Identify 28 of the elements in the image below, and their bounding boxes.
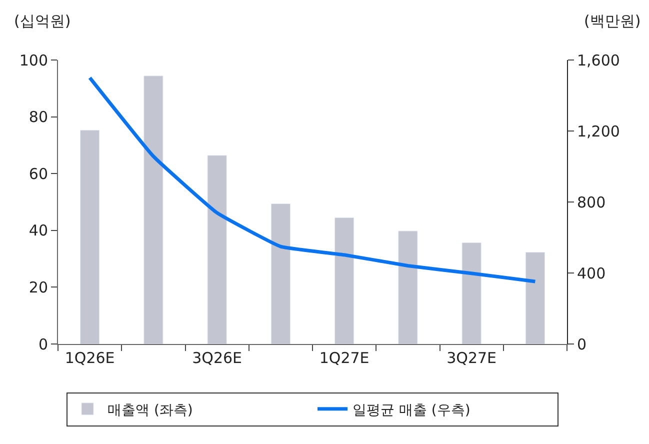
bar: [334, 217, 354, 344]
x-tick-label: 3Q26E: [192, 349, 242, 367]
y-tick-label: 20: [28, 278, 48, 296]
bar: [462, 242, 482, 344]
bar: [270, 203, 290, 344]
legend-label: 매출액 (좌측): [108, 402, 193, 418]
bar: [207, 155, 227, 344]
y2-tick-label: 800: [577, 193, 606, 212]
y-tick-label: 0: [38, 335, 48, 354]
bar: [80, 130, 100, 344]
bar: [525, 252, 545, 344]
y2-tick-label: 0: [577, 335, 587, 354]
legend-label: 일평균 매출 (우측): [352, 402, 470, 418]
bar: [144, 76, 164, 344]
x-tick-label: 1Q27E: [319, 349, 370, 367]
y-tick-label: 80: [28, 108, 48, 126]
y2-tick-label: 1,200: [577, 122, 620, 140]
y2-tick-label: 400: [577, 264, 606, 282]
y-tick-label: 40: [28, 222, 48, 240]
x-tick-label: 1Q26E: [64, 349, 115, 367]
line-series: [88, 76, 537, 284]
y-axis-title: (십억원): [14, 12, 71, 30]
y2-tick-label: 1,600: [577, 51, 620, 70]
y-tick-label: 60: [28, 164, 48, 183]
y-tick-label: 100: [19, 51, 48, 70]
y2-axis-title: (백만원): [584, 12, 641, 30]
x-tick-label: 3Q27E: [446, 349, 497, 367]
bar: [398, 230, 418, 344]
